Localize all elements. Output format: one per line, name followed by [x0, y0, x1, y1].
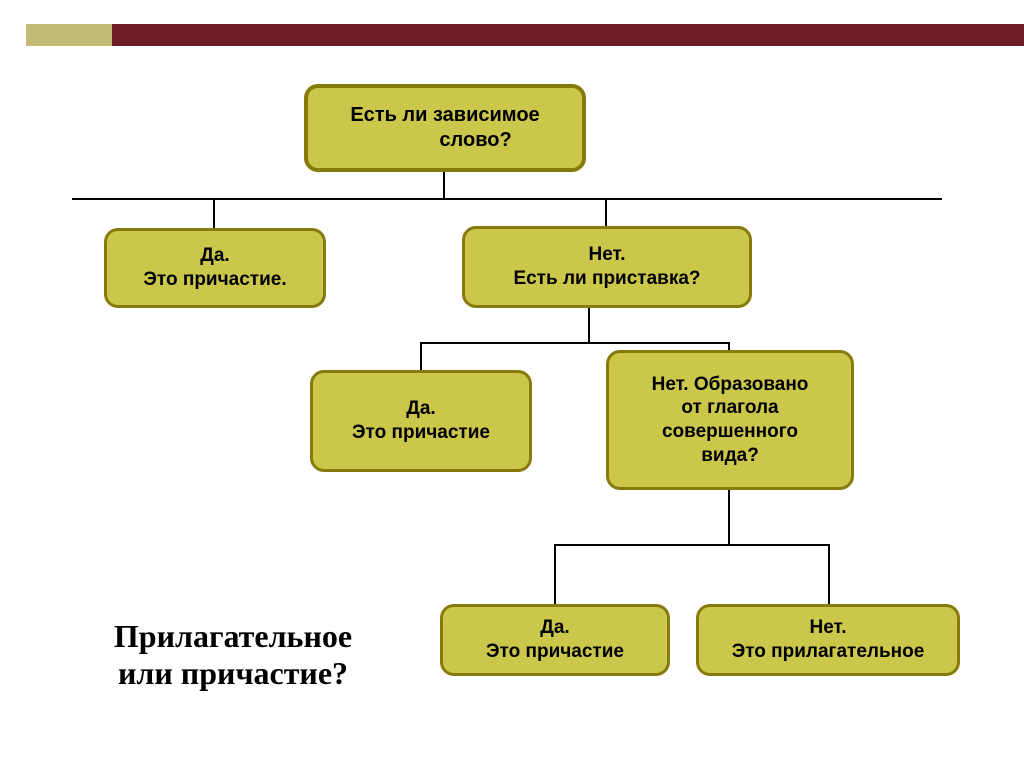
node-root-line1: Есть ли зависимое — [350, 103, 539, 128]
node-l1-left: Да. Это причастие. — [104, 228, 326, 308]
bar-segment-2 — [112, 24, 1024, 46]
node-root: Есть ли зависимое слово? — [304, 84, 586, 172]
connector-segment — [72, 198, 942, 200]
node-l3-right-line1: Нет. — [732, 616, 925, 640]
node-l2-left-line1: Да. — [352, 397, 490, 421]
node-l2-right: Нет. Образовано от глагола совершенного … — [606, 350, 854, 490]
page-title: Прилагательное или причастие? — [78, 618, 388, 692]
connector-segment — [443, 172, 445, 200]
connector-segment — [213, 200, 215, 228]
connector-segment — [420, 344, 422, 370]
connector-segment — [554, 546, 556, 604]
node-l3-left: Да. Это причастие — [440, 604, 670, 676]
node-l2-left: Да. Это причастие — [310, 370, 532, 472]
node-l1-left-line1: Да. — [143, 244, 286, 268]
node-l2-right-line4: вида? — [652, 444, 809, 468]
node-l3-right: Нет. Это прилагательное — [696, 604, 960, 676]
node-l2-left-line2: Это причастие — [352, 421, 490, 445]
bar-segment-1 — [26, 24, 112, 46]
title-line1: Прилагательное — [78, 618, 388, 655]
node-l2-right-line3: совершенного — [652, 420, 809, 444]
connector-segment — [420, 342, 730, 344]
node-l2-right-line2: от глагола — [652, 396, 809, 420]
connector-segment — [728, 490, 730, 546]
node-l3-left-line1: Да. — [486, 616, 624, 640]
node-l2-right-line1: Нет. Образовано — [652, 373, 809, 397]
connector-segment — [554, 544, 830, 546]
node-root-line2: слово? — [350, 128, 539, 153]
connector-segment — [828, 546, 830, 604]
node-l1-left-line2: Это причастие. — [143, 268, 286, 292]
connector-segment — [605, 200, 607, 226]
node-l1-right: Нет. Есть ли приставка? — [462, 226, 752, 308]
node-l3-right-line2: Это прилагательное — [732, 640, 925, 664]
node-l1-right-line1: Нет. — [513, 243, 700, 267]
top-accent-bar — [26, 24, 1024, 46]
connector-segment — [588, 308, 590, 344]
node-l3-left-line2: Это причастие — [486, 640, 624, 664]
title-line2: или причастие? — [78, 655, 388, 692]
node-l1-right-line2: Есть ли приставка? — [513, 267, 700, 291]
